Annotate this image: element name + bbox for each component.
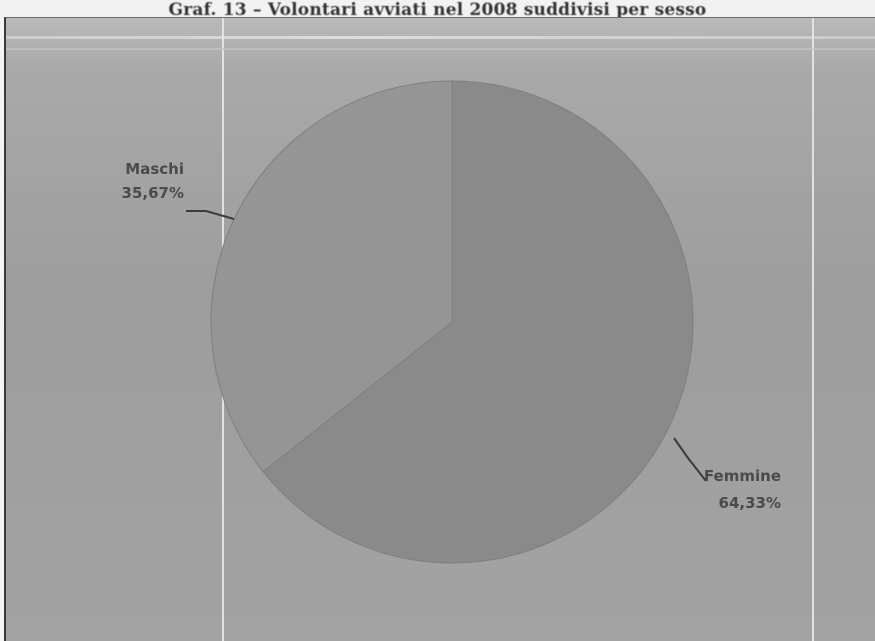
slice-value-maschi: 35,67% bbox=[122, 184, 184, 202]
chart-title: Graf. 13 – Volontari avviati nel 2008 su… bbox=[168, 0, 707, 18]
pie-slices bbox=[210, 80, 694, 564]
slice-label-femmine: Femmine bbox=[704, 467, 781, 485]
slice-value-femmine: 64,33% bbox=[719, 494, 781, 512]
pie-slice-maschi bbox=[210, 80, 453, 473]
leader-line-femmine bbox=[673, 437, 707, 482]
chart-title-strip: Graf. 13 – Volontari avviati nel 2008 su… bbox=[0, 0, 875, 18]
pie-slice-femmine bbox=[262, 80, 694, 564]
pie-chart: Femmine 64,33% Maschi 35,67% bbox=[122, 80, 781, 564]
pie-labels: Femmine 64,33% Maschi 35,67% bbox=[122, 160, 781, 512]
chart-area: Femmine 64,33% Maschi 35,67% bbox=[4, 17, 875, 641]
slice-label-maschi: Maschi bbox=[125, 160, 184, 178]
leader-line-maschi bbox=[186, 210, 235, 220]
gridline-vertical-right bbox=[812, 18, 814, 641]
